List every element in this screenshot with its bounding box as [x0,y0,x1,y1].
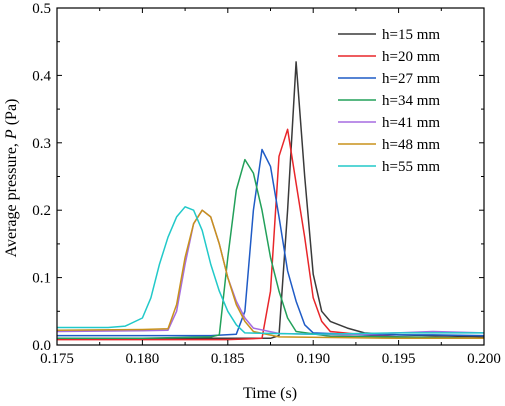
legend-label-5: h=41 mm [382,115,440,131]
ticks: 0.175 0.180 0.185 0.190 0.195 0.200 0.0 0.1 0.2 0… [32,1,501,367]
y-axis-title-symbol: P [3,129,20,140]
legend-label-7: h=55 mm [382,159,440,175]
series-line-7 [57,206,484,335]
y-axis-title: Average pressure, P (Pa) [3,99,20,258]
y-tick-label: 0.4 [32,68,51,84]
y-tick-label: 0.1 [32,271,51,287]
series-line-6 [56,209,484,340]
y-tick-label: 0.2 [32,203,51,219]
legend-label-3: h=27 mm [382,71,440,87]
legend: h=15 mm h=20 mm h=27 mm h=34 mm h=41 mm h=48 … [338,27,440,175]
x-tick-label: 0.190 [296,351,330,367]
x-tick-label: 0.195 [382,351,416,367]
y-axis-title-suffix: (Pa) [3,99,20,130]
series-line-1 [57,61,485,340]
x-tick-label: 0.180 [126,351,160,367]
x-axis-title: Time (s) [243,385,297,402]
x-tick-label: 0.200 [467,351,501,367]
series-lines [56,61,485,341]
y-tick-label: 0.3 [32,136,51,152]
legend-label-4: h=34 mm [382,93,440,109]
y-tick-label: 0.0 [32,338,51,354]
legend-label-2: h=20 mm [382,49,440,65]
y-tick-label: 0.5 [32,1,51,17]
x-tick-label: 0.185 [211,351,245,367]
legend-label-6: h=48 mm [382,137,440,153]
x-tick-label: 0.175 [40,351,74,367]
legend-label-1: h=15 mm [382,27,440,43]
y-axis-title-prefix: Average pressure, [3,139,20,257]
